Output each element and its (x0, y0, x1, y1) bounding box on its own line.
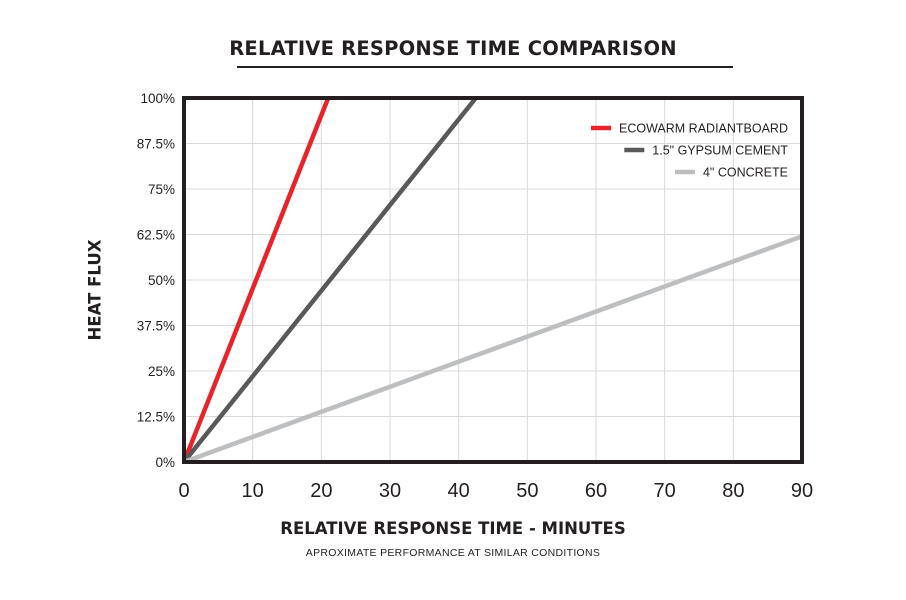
series-lines (181, 96, 803, 465)
chart-title: RELATIVE RESPONSE TIME COMPARISON (229, 37, 677, 60)
legend: ECOWARM RADIANTBOARD 1.5" GYPSUM CEMENT 4"… (591, 122, 788, 180)
y-tick-label: 87.5% (137, 137, 175, 152)
legend-label: ECOWARM RADIANTBOARD (619, 122, 788, 136)
legend-label: 1.5" GYPSUM CEMENT (652, 144, 788, 158)
x-tick-label: 40 (448, 480, 470, 502)
x-tick-labels: 0 10 20 30 40 50 60 70 80 90 (178, 480, 813, 502)
x-tick-label: 90 (791, 480, 813, 502)
y-axis-label: HEAT FLUX (85, 239, 105, 341)
series-line (183, 234, 803, 465)
x-tick-label: 80 (722, 480, 744, 502)
x-tick-label: 50 (516, 480, 538, 502)
y-tick-labels: 0% 12.5% 25% 37.5% 50% 62.5% 75% 87.5% 100% (137, 91, 175, 470)
x-tick-label: 30 (379, 480, 401, 502)
title-underline (237, 66, 733, 68)
y-tick-label: 37.5% (137, 319, 175, 334)
chart-subtitle: APROXIMATE PERFORMANCE AT SIMILAR CONDIT… (305, 547, 601, 559)
y-tick-label: 25% (148, 364, 175, 379)
y-tick-label: 12.5% (137, 410, 175, 425)
y-tick-label: 0% (155, 455, 175, 470)
plot-frame (182, 96, 804, 464)
y-tick-label: 75% (148, 182, 175, 197)
x-tick-label: 60 (585, 480, 607, 502)
y-tick-label: 100% (140, 91, 175, 106)
legend-label: 4" CONCRETE (703, 166, 788, 180)
x-tick-label: 0 (178, 480, 189, 502)
x-tick-label: 10 (242, 480, 264, 502)
x-tick-label: 70 (654, 480, 676, 502)
x-tick-label: 20 (310, 480, 332, 502)
x-axis-label: RELATIVE RESPONSE TIME - MINUTES (280, 519, 626, 538)
y-tick-label: 62.5% (137, 228, 175, 243)
y-tick-label: 50% (148, 273, 175, 288)
series-line (182, 96, 478, 464)
series-line (181, 97, 331, 463)
